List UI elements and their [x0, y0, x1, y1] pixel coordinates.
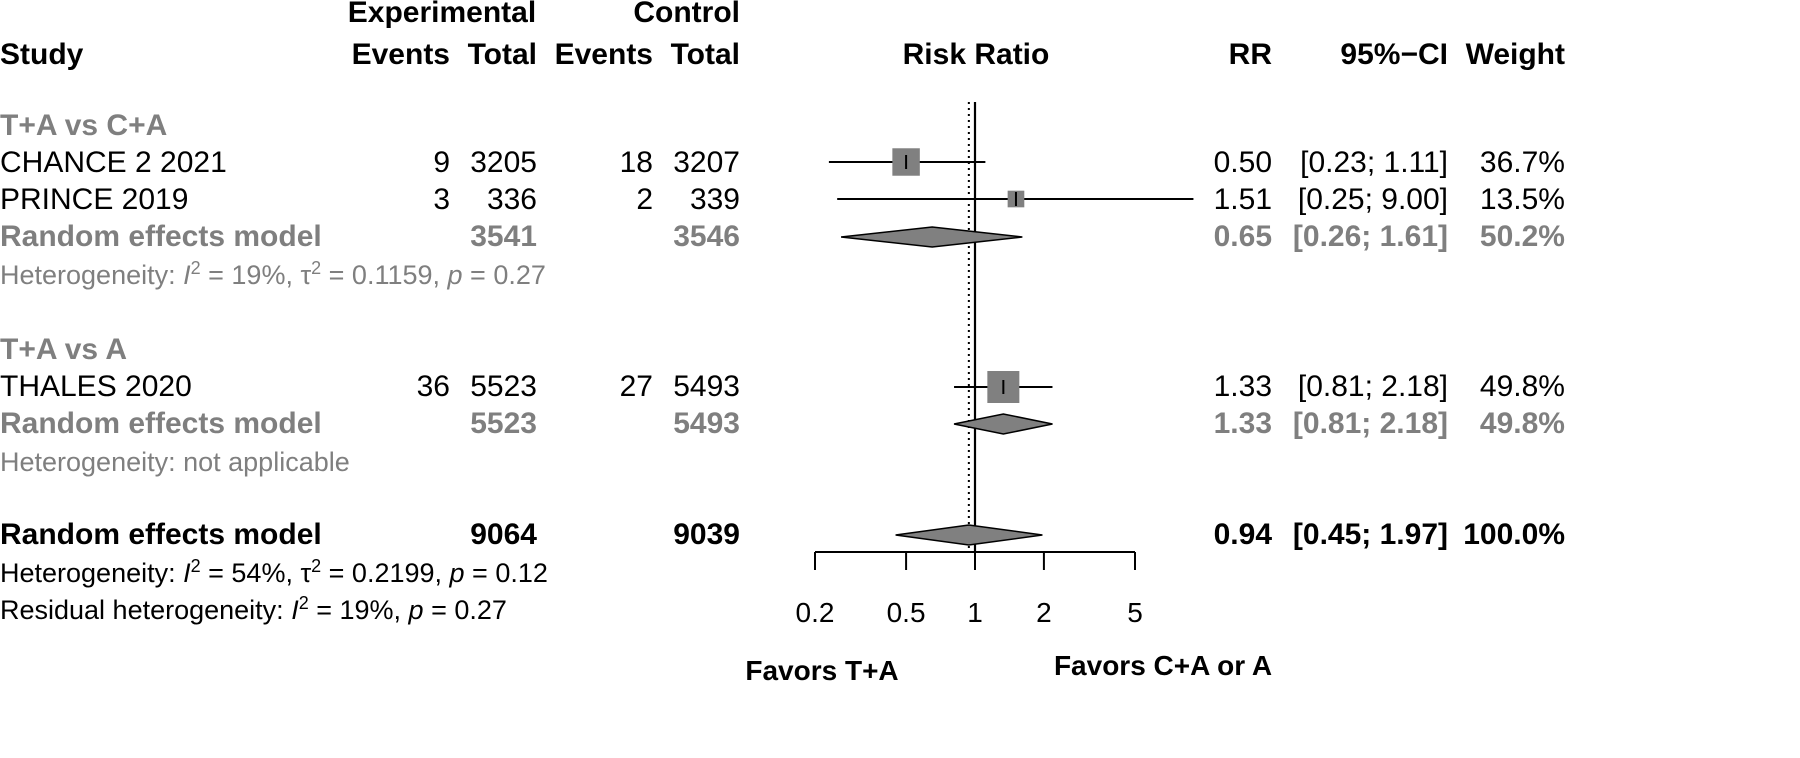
exp-total: 5523 [470, 370, 537, 403]
exp-total: 9064 [470, 518, 537, 551]
weight-value: 100.0% [1463, 518, 1565, 551]
ctrl-events: 18 [619, 146, 653, 179]
study-name: THALES 2020 [0, 370, 192, 403]
ci-value: [0.25; 9.00] [1297, 183, 1448, 216]
ctrl-total: 9039 [673, 518, 740, 551]
heterogeneity-text: Heterogeneity: not applicable [0, 447, 350, 477]
header-ci: 95%−CI [1340, 38, 1448, 71]
x-tick-label: 1 [967, 597, 983, 628]
weight-value: 49.8% [1479, 370, 1565, 403]
subgroup-label: T+A vs C+A [0, 109, 168, 142]
exp-events: 36 [416, 370, 450, 403]
overall-heterogeneity-text: Heterogeneity: I2 = 54%, τ2 = 0.2199, p … [0, 556, 548, 588]
ctrl-total: 3546 [673, 220, 740, 253]
header-control: Control [633, 0, 740, 29]
rr-value: 1.33 [1213, 370, 1272, 403]
subgroup-label: T+A vs A [0, 333, 127, 366]
x-label-favors-right: Favors C+A or A [1054, 650, 1272, 681]
exp-events: 3 [433, 183, 450, 216]
x-tick-label: 5 [1127, 597, 1143, 628]
rr-value: 0.65 [1213, 220, 1272, 253]
residual-heterogeneity-text: Residual heterogeneity: I2 = 19%, p = 0.… [0, 593, 507, 625]
pooled-effect-diamond [895, 524, 1043, 546]
x-tick-label: 0.5 [887, 597, 926, 628]
ctrl-total: 339 [689, 183, 740, 216]
header-exp-events: Events [351, 38, 450, 71]
rr-value: 0.50 [1213, 146, 1272, 179]
ci-value: [0.26; 1.61] [1292, 220, 1448, 253]
ci-value: [0.81; 2.18] [1292, 407, 1448, 440]
ctrl-events: 2 [636, 183, 653, 216]
rr-value: 1.33 [1213, 407, 1272, 440]
header-ctrl-events: Events [554, 38, 653, 71]
ctrl-total: 5493 [673, 370, 740, 403]
header-study: Study [0, 38, 84, 71]
ci-value: [0.81; 2.18] [1297, 370, 1448, 403]
ctrl-events: 27 [619, 370, 653, 403]
pooled-effect-diamond [841, 226, 1023, 248]
weight-value: 36.7% [1479, 146, 1565, 179]
exp-total: 3541 [470, 220, 537, 253]
x-tick-label: 0.2 [796, 597, 835, 628]
ci-value: [0.45; 1.97] [1292, 518, 1448, 551]
ci-value: [0.23; 1.11] [1300, 146, 1448, 179]
header-risk-ratio: Risk Ratio [902, 38, 1050, 71]
header-exp-total: Total [467, 38, 537, 71]
x-tick-label: 2 [1036, 597, 1052, 628]
pooled-effect-diamond [953, 413, 1053, 435]
exp-events: 9 [433, 146, 450, 179]
exp-total: 3205 [470, 146, 537, 179]
study-name: CHANCE 2 2021 [0, 146, 227, 179]
weight-value: 50.2% [1479, 220, 1565, 253]
weight-value: 49.8% [1479, 407, 1565, 440]
rr-value: 1.51 [1213, 183, 1272, 216]
ctrl-total: 5493 [673, 407, 740, 440]
header-rr: RR [1228, 38, 1272, 71]
study-name: PRINCE 2019 [0, 183, 189, 216]
exp-total: 5523 [470, 407, 537, 440]
weight-value: 13.5% [1479, 183, 1565, 216]
heterogeneity-text: Heterogeneity: I2 = 19%, τ2 = 0.1159, p … [0, 258, 546, 290]
header-weight: Weight [1465, 38, 1565, 71]
exp-total: 336 [486, 183, 537, 216]
model-label: Random effects model [0, 220, 322, 253]
header-ctrl-total: Total [670, 38, 740, 71]
x-label-favors-left: Favors T+A [745, 655, 898, 686]
ctrl-total: 3207 [673, 146, 740, 179]
header-experimental: Experimental [347, 0, 537, 29]
model-label: Random effects model [0, 407, 322, 440]
rr-value: 0.94 [1213, 518, 1272, 551]
model-label: Random effects model [0, 518, 322, 551]
